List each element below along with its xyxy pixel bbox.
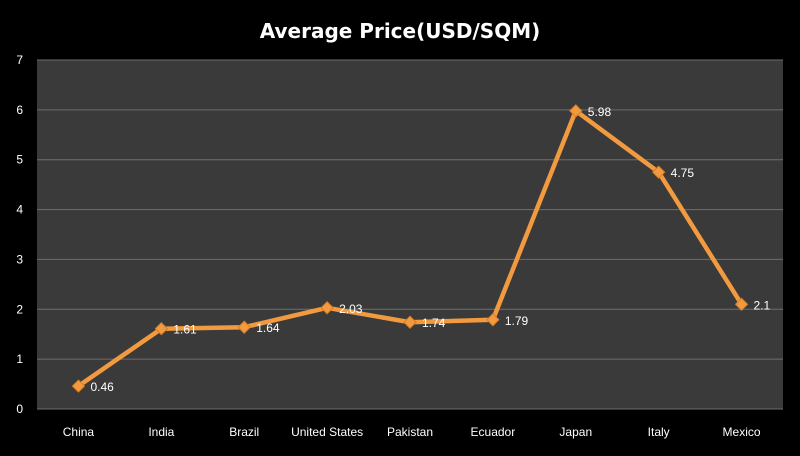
y-tick-label: 0: [16, 402, 23, 416]
data-point: [734, 297, 749, 312]
y-tick-label: 4: [16, 203, 23, 217]
y-tick-label: 2: [16, 302, 23, 316]
data-label: 2.03: [339, 302, 363, 316]
data-label: 5.98: [588, 105, 612, 119]
data-point: [71, 379, 86, 393]
data-point: [403, 315, 417, 329]
x-tick-label: Mexico: [723, 425, 761, 439]
y-tick-label: 1: [16, 352, 23, 366]
y-tick-label: 6: [16, 103, 23, 117]
x-tick-label: China: [63, 425, 95, 439]
data-point: [154, 322, 169, 336]
y-tick-label: 3: [16, 252, 23, 266]
chart-title: Average Price(USD/SQM): [260, 19, 541, 43]
x-tick-label: Brazil: [229, 425, 259, 439]
data-label: 1.64: [256, 321, 280, 335]
data-point: [569, 104, 583, 118]
series: [71, 104, 749, 393]
y-tick-label: 7: [16, 53, 23, 67]
x-tick-label: United States: [291, 425, 363, 439]
data-point: [320, 301, 334, 315]
data-label: 1.74: [422, 316, 446, 330]
x-tick-label: Pakistan: [387, 425, 433, 439]
data-label: 1.79: [505, 314, 529, 328]
data-label: 1.61: [173, 323, 197, 337]
gridlines: [37, 59, 783, 410]
plot-area: [37, 60, 783, 409]
data-label: 0.46: [90, 380, 114, 394]
x-tick-label: India: [148, 425, 174, 439]
y-tick-label: 5: [16, 153, 23, 167]
data-label: 2.1: [754, 298, 771, 312]
data-label: 4.75: [671, 166, 695, 180]
data-point: [651, 165, 666, 179]
x-tick-label: Japan: [559, 425, 592, 439]
data-point: [486, 313, 500, 327]
x-axis: China India Brazil United States Pakistan Ecu…: [63, 425, 761, 439]
x-tick-label: Ecuador: [471, 425, 516, 439]
data-labels: 0.46 1.61 1.64 2.03 1.74 1.79 5.98 4.75 2.1: [90, 105, 770, 394]
data-point: [237, 320, 251, 334]
x-tick-label: Italy: [648, 425, 670, 439]
y-axis: 0 1 2 3 4 5 6 7: [16, 53, 23, 416]
